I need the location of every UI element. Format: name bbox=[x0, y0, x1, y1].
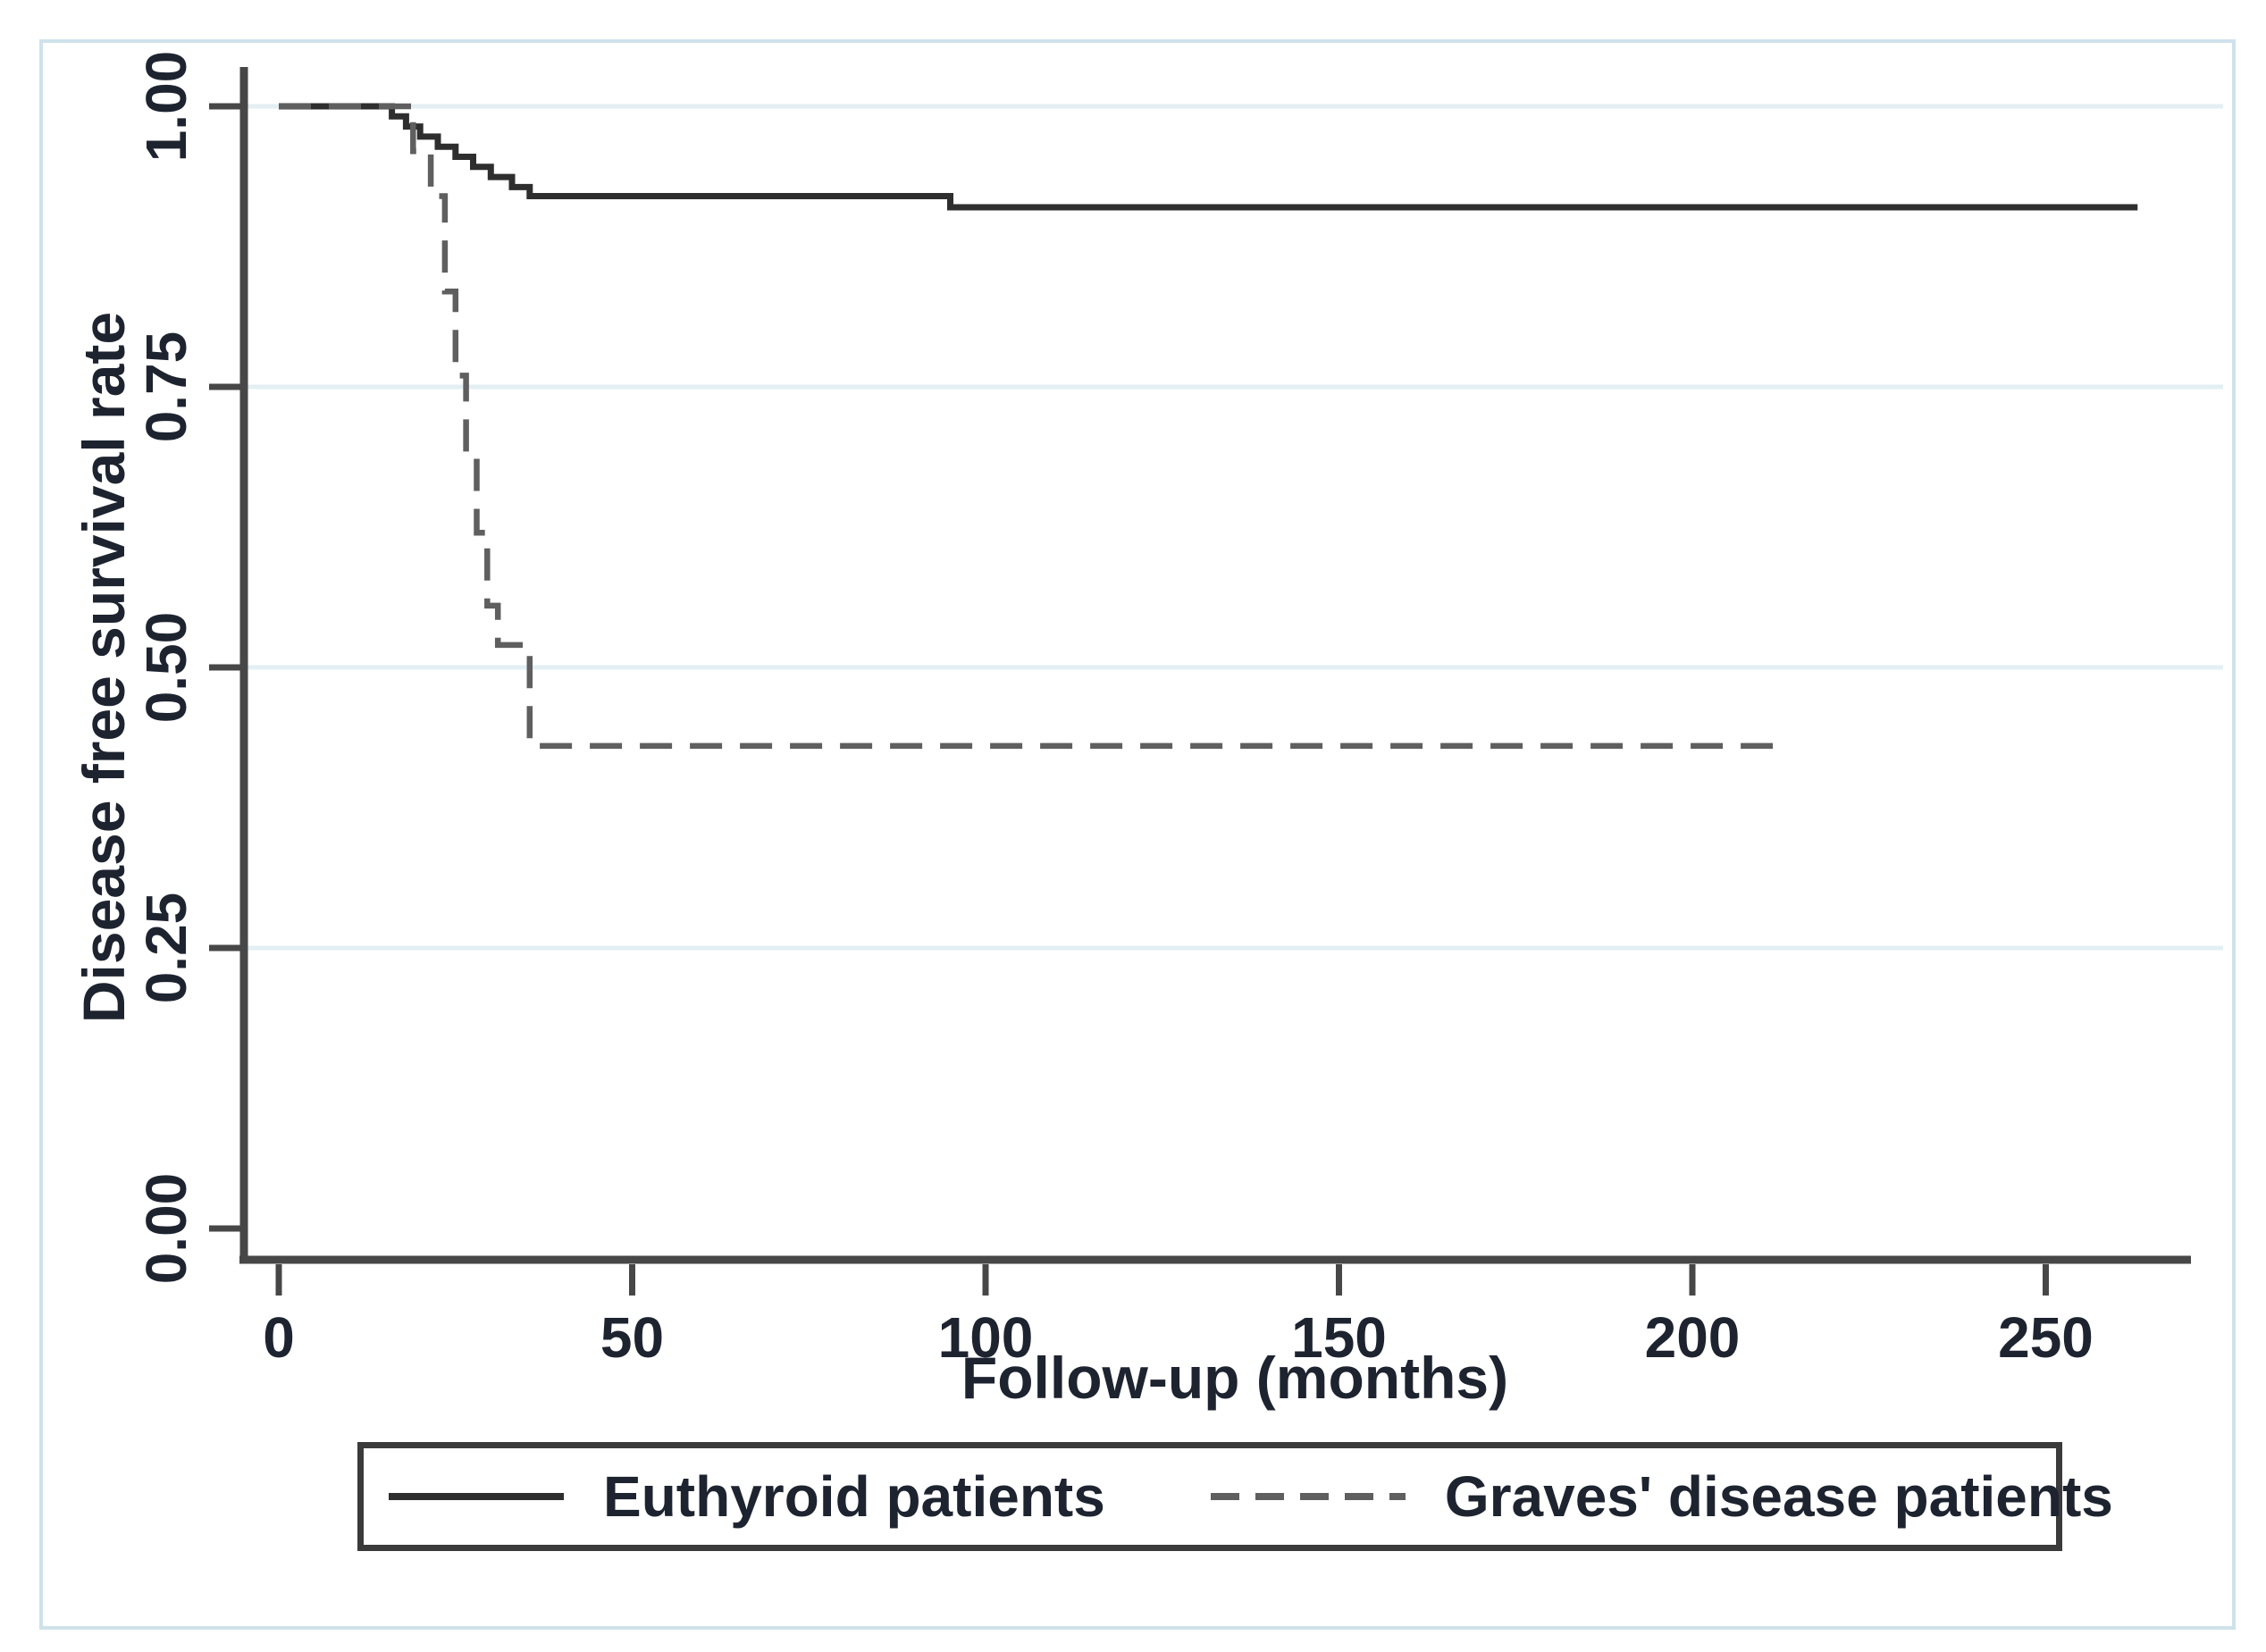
legend-label-euthyroid: Euthyroid patients bbox=[603, 1464, 1105, 1529]
legend-dashed-line-sample bbox=[1210, 1493, 1406, 1500]
y-tick-label: 0.50 bbox=[134, 611, 198, 724]
legend-solid-line-sample bbox=[389, 1493, 564, 1500]
x-axis-title: Follow-up (months) bbox=[961, 1345, 1509, 1411]
series-solid bbox=[279, 103, 2138, 211]
legend-box: Euthyroid patients Graves' disease patie… bbox=[357, 1442, 2113, 1551]
x-tick-label: 0 bbox=[263, 1305, 295, 1370]
y-tick-label: 0.00 bbox=[134, 1172, 198, 1285]
x-tick-label: 100 bbox=[937, 1305, 1034, 1370]
y-tick-label: 0.25 bbox=[134, 892, 198, 1004]
x-tick-label: 50 bbox=[600, 1305, 665, 1370]
y-tick-label: 1.00 bbox=[134, 50, 198, 163]
series-dashed bbox=[279, 103, 1777, 750]
x-tick-label: 150 bbox=[1291, 1305, 1387, 1370]
y-axis-title: Disease free survival rate bbox=[71, 311, 137, 1024]
x-tick-label: 250 bbox=[1998, 1305, 2094, 1370]
y-tick-label: 0.75 bbox=[134, 331, 198, 443]
x-tick-label: 200 bbox=[1644, 1305, 1741, 1370]
legend-label-graves: Graves' disease patients bbox=[1444, 1464, 2113, 1529]
